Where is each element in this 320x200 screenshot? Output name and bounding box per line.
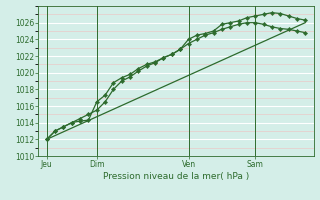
X-axis label: Pression niveau de la mer( hPa ): Pression niveau de la mer( hPa ) [103,172,249,181]
